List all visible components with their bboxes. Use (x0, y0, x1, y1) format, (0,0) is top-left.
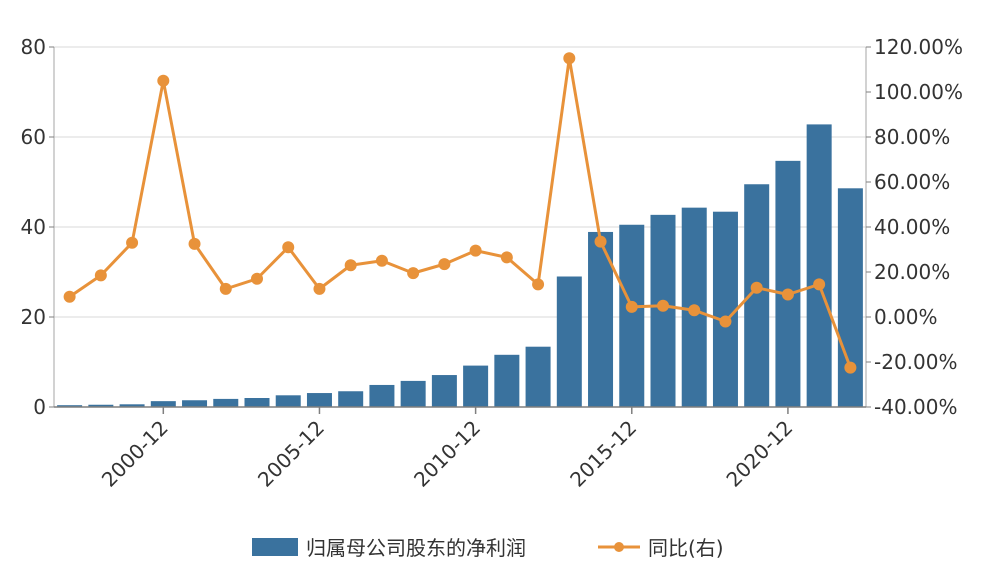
line-point (719, 315, 732, 328)
line-point (625, 300, 638, 313)
line-point (594, 235, 607, 248)
line-point (126, 236, 139, 249)
line-point (688, 304, 701, 317)
line-point (532, 278, 545, 291)
line-point (813, 278, 826, 291)
y-axis-right: -40.00% -20.00% 0.00% 20.00% 40.00% 60.00% 80.… (866, 35, 963, 419)
bar (400, 380, 426, 407)
line-point (469, 244, 482, 257)
line-point (500, 251, 513, 264)
line-point (750, 281, 763, 294)
y-right-tick-label: 60.00% (874, 170, 950, 194)
line-point (657, 299, 669, 312)
x-tick-label: 2010-12 (409, 416, 485, 492)
bar (806, 124, 832, 408)
bar (525, 346, 551, 407)
line-point (844, 361, 857, 374)
bar (556, 276, 582, 407)
bar (306, 393, 332, 407)
y-right-tick-label: 20.00% (874, 260, 950, 284)
y-right-tick-label: 100.00% (874, 80, 963, 104)
bar (619, 224, 645, 407)
y-right-tick-label: 0.00% (874, 305, 938, 329)
y-left-tick-label: 0 (33, 395, 46, 419)
line-point (781, 288, 794, 301)
bar (431, 375, 457, 407)
y-axis-left: 0 20 40 60 80 (21, 35, 54, 419)
bar-series (57, 124, 863, 408)
line-point (188, 237, 201, 250)
line-point (313, 282, 326, 295)
line-point (438, 258, 451, 271)
line-point (94, 269, 107, 282)
line-point (219, 282, 232, 295)
x-tick-label: 2020-12 (721, 416, 797, 492)
x-tick-label: 2005-12 (253, 416, 329, 492)
bar (150, 401, 176, 407)
legend-line-label: 同比(右) (648, 536, 724, 560)
line-point (251, 272, 263, 285)
bar (494, 354, 520, 407)
bar (338, 391, 364, 407)
y-right-tick-label: -40.00% (874, 395, 957, 419)
y-right-tick-label: 40.00% (874, 215, 950, 239)
x-tick-label: 2015-12 (565, 416, 641, 492)
legend-bar-swatch (252, 538, 298, 556)
bar (775, 160, 801, 407)
y-left-tick-label: 60 (21, 125, 46, 149)
x-tick-label: 2000-12 (97, 416, 173, 492)
legend-bar-label: 归属母公司股东的净利润 (306, 536, 526, 560)
x-axis: 2000-12 2005-12 2010-12 2015-12 2020-12 (97, 407, 797, 492)
bar (463, 365, 489, 407)
bar (244, 398, 270, 407)
line-series (63, 52, 857, 374)
y-right-tick-label: 80.00% (874, 125, 950, 149)
bar (213, 398, 239, 407)
legend: 归属母公司股东的净利润 同比(右) (252, 536, 724, 560)
bar (88, 404, 114, 407)
line-point (563, 52, 576, 65)
line-point (157, 74, 170, 87)
line-point (375, 254, 388, 267)
bar (712, 211, 738, 407)
bar (275, 395, 301, 407)
bar (837, 188, 863, 407)
y-left-tick-label: 80 (21, 35, 46, 59)
y-right-tick-label: -20.00% (874, 350, 957, 374)
line-point (282, 241, 295, 254)
line-point (63, 290, 76, 303)
y-right-tick-label: 120.00% (874, 35, 963, 59)
bar (57, 405, 83, 407)
bar (119, 404, 145, 407)
y-left-tick-label: 40 (21, 215, 46, 239)
bar (369, 384, 395, 407)
y-left-tick-label: 20 (21, 305, 46, 329)
legend-line-marker (614, 542, 624, 552)
bar (182, 400, 208, 407)
line-point (344, 259, 357, 272)
line-point (407, 267, 420, 280)
